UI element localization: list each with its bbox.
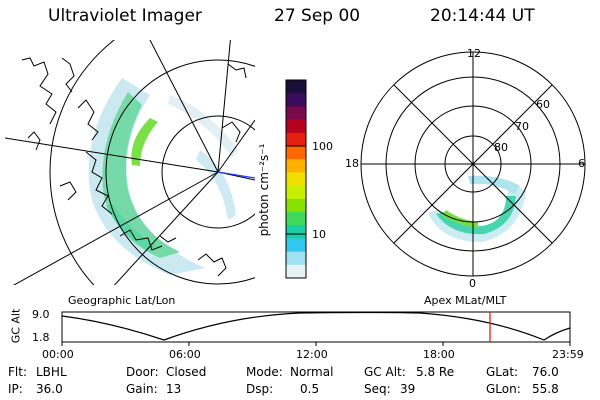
colorbar-segment [286,93,306,107]
altitude-plot [61,311,571,346]
geographic-panel [5,40,255,285]
mlat-label-60: 60 [536,98,550,111]
info-dsp-label: Dsp: [246,382,274,396]
colorbar-segment [286,146,306,160]
colorbar-segment [286,198,306,213]
info-glon-value: 55.8 [532,382,559,396]
colorbar-segment [286,238,306,253]
geo-graticule [5,40,255,285]
info-gain-value: 13 [166,382,182,396]
mlat-label-80: 80 [494,141,508,154]
mlat-label-70: 70 [515,120,529,133]
info-dsp-value: 0.5 [300,382,320,396]
info-glat-value: 76.0 [532,365,559,379]
altitude-xtick-1200: 12:00 [296,348,328,361]
colorbar-tick-label-100: 100 [312,140,333,153]
info-seq-value: 39 [400,382,416,396]
colorbar [285,79,307,279]
info-glat-label: GLat: [486,365,519,379]
instrument-title: Ultraviolet Imager [48,6,202,26]
colorbar-segment [286,251,306,266]
mlt-label-18: 18 [345,157,359,170]
info-door-label: Door: [126,365,159,379]
mag-panel-label: Apex MLat/MLT [424,294,507,307]
colorbar-segment [286,212,306,226]
altitude-xtick-1800: 18:00 [423,348,455,361]
colorbar-segment [286,106,306,121]
altitude-xtick-0600: 06:00 [169,348,201,361]
geo-aurora-band [88,78,238,275]
info-gain-label: Gain: [126,382,158,396]
altitude-ytick-high: 9.0 [32,308,50,321]
colorbar-segment [286,132,306,147]
altitude-axis-title: GC Alt [9,308,23,344]
info-ip-label: IP: [8,382,23,396]
altitude-xtick-2359: 23:59 [552,348,584,361]
polar-aurora [428,175,526,242]
polar-panel [360,51,586,277]
info-flt-label: Flt: [8,365,27,379]
altitude-ytick-low: 1.8 [32,331,50,344]
info-door-value: Closed [166,365,207,379]
polar-grid [360,51,586,277]
colorbar-segment [286,159,306,173]
colorbar-unit-label: photon cm⁻²s⁻¹ [257,143,271,237]
geo-coastlines [21,57,247,277]
observation-time: 20:14:44 UT [430,6,535,26]
mlt-label-12: 12 [467,47,481,60]
altitude-curve [61,311,571,341]
colorbar-segment [286,172,306,187]
colorbar-segment [286,119,306,134]
colorbar-tick-label-10: 10 [312,228,326,241]
altitude-xtick-0000: 00:00 [42,348,74,361]
colorbar-segment [286,225,306,239]
geo-panel-label: Geographic Lat/Lon [68,294,176,307]
colorbar-segment [286,80,306,94]
info-mode-value: Normal [290,365,334,379]
info-ip-value: 36.0 [36,382,63,396]
mlt-label-0: 0 [469,277,476,290]
info-glon-label: GLon: [486,382,521,396]
info-gcalt-label: GC Alt: [364,365,406,379]
observation-date: 27 Sep 00 [274,6,361,26]
mlt-label-6: 6 [578,157,585,170]
info-seq-label: Seq: [364,382,391,396]
info-flt-value: LBHL [36,365,67,379]
colorbar-segment [286,185,306,200]
info-gcalt-value: 5.8 Re [416,365,455,379]
geo-sun-direction [217,171,255,179]
colorbar-segment [286,264,306,279]
info-mode-label: Mode: [246,365,283,379]
colorbar-frame [285,79,307,279]
